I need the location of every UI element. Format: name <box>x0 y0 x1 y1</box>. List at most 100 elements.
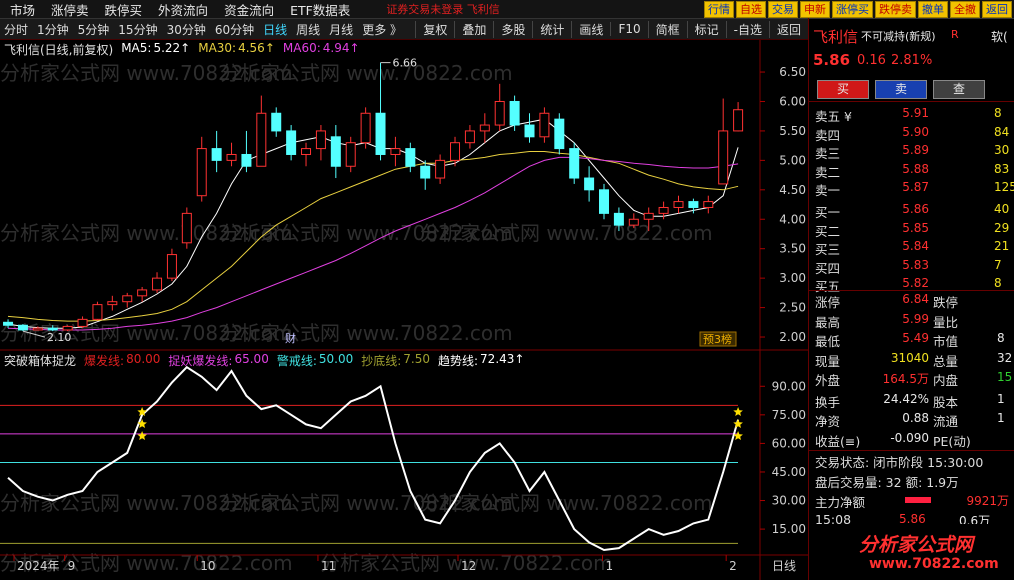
menu-item[interactable]: 资金流向 <box>224 2 275 18</box>
period-tab[interactable]: 更多 》 <box>362 22 403 37</box>
menu-button[interactable]: 跌停卖 <box>875 0 916 18</box>
tool-button[interactable]: 标记 <box>686 20 726 38</box>
book-volume: 8 <box>994 106 1002 120</box>
candle-body <box>211 148 222 161</box>
trade-button[interactable]: 卖 <box>875 80 927 99</box>
menu-button[interactable]: 涨停买 <box>832 0 873 18</box>
stat-label: 净资 <box>815 414 841 429</box>
watermark: 分析家公式网 www.70822.com <box>0 221 293 245</box>
book-label: 买一 <box>815 205 841 220</box>
candle-body <box>256 112 267 167</box>
tool-button[interactable]: 统计 <box>532 20 571 38</box>
menu-button[interactable]: 全撤 <box>950 0 980 18</box>
watermark: 分析家公式网 www.70822.com <box>220 491 513 515</box>
stat-value: 5.49 <box>902 331 929 345</box>
book-price: 5.85 <box>902 220 929 235</box>
stat-value: 0.88 <box>902 411 929 425</box>
stat-label: 外盘 <box>815 373 841 388</box>
menu-item[interactable]: ETF数据表 <box>290 2 351 18</box>
trade-button[interactable]: 查 <box>933 80 985 99</box>
low-pointer <box>22 330 46 338</box>
menu-button[interactable]: 撤单 <box>918 0 948 18</box>
toolbar: 分时 1分钟 5分钟 15分钟 30分钟 60分钟 日线 周线 月线 更多 》复权 叠加 多股 统计 画线… <box>0 19 808 40</box>
level-name: 警戒线: <box>276 354 317 368</box>
stat-value: 31040 <box>890 350 929 365</box>
trend-value: 72.43↑ <box>480 352 525 366</box>
trade-button[interactable]: 买 <box>817 80 869 99</box>
menu-item[interactable]: 外资流向 <box>158 2 209 18</box>
candle-body <box>658 206 669 214</box>
x-tick-label: 9 <box>68 559 76 573</box>
x-tick-label: 12 <box>461 559 476 573</box>
period-tab[interactable]: 1分钟 <box>37 22 69 37</box>
book-price: 5.86 <box>902 202 929 216</box>
tool-button[interactable]: 画线 <box>571 20 610 38</box>
candle-body <box>450 142 461 161</box>
stat-value: 8 <box>997 331 1005 345</box>
stat-value: 1 <box>997 391 1005 406</box>
tool-button[interactable]: 简框 <box>647 20 687 38</box>
menu-item[interactable]: 市场 <box>10 2 36 18</box>
x-tick-label: 2024年 <box>17 559 60 573</box>
candle-body <box>271 112 282 132</box>
book-volume: 83 <box>994 161 1010 176</box>
period-tab[interactable]: 月线 <box>329 22 354 37</box>
ma-line <box>7 156 739 331</box>
tick-price: 5.86 <box>899 512 926 526</box>
tool-button[interactable]: F10 <box>610 22 647 36</box>
ma-line <box>7 151 739 322</box>
y-tick-label: 30.00 <box>772 494 806 508</box>
tool-button[interactable]: 叠加 <box>454 20 493 38</box>
signal-star <box>733 431 743 440</box>
trend-name: 趋势线: <box>438 354 479 368</box>
stat-label: 流通 <box>933 414 959 429</box>
y-tick-label: 3.50 <box>779 242 806 256</box>
candle-body <box>539 112 550 138</box>
candle-body <box>345 142 356 167</box>
period-tab[interactable]: 60分钟 <box>214 22 255 37</box>
candle-body <box>688 201 699 208</box>
stat-label: 内盘 <box>933 373 959 388</box>
book-volume: 7 <box>994 257 1002 272</box>
period-tab[interactable]: 分时 <box>4 22 29 37</box>
book-volume: 30 <box>994 143 1010 158</box>
candle-body <box>733 109 744 132</box>
logo: 分析家公式网 www.70822.com <box>809 524 1014 580</box>
logo-name: 分析家公式网 <box>859 534 974 556</box>
stat-label: 跌停 <box>933 295 959 310</box>
menu-button[interactable]: 行情 <box>704 0 734 18</box>
menu-button[interactable]: 交易 <box>768 0 798 18</box>
candle-body <box>360 112 371 144</box>
period-tab[interactable]: 15分钟 <box>118 22 158 37</box>
tool-button[interactable]: 多股 <box>493 20 532 38</box>
tool-button[interactable]: 复权 <box>415 20 454 38</box>
menu-item[interactable]: 跌停买 <box>104 2 143 18</box>
stat-value: 15 <box>997 370 1013 384</box>
period-tab[interactable]: 周线 <box>296 22 321 37</box>
menu-item[interactable]: 涨停卖 <box>51 2 89 18</box>
candle-body <box>479 124 490 132</box>
candle-body <box>569 148 580 179</box>
tool-button[interactable]: -自选 <box>725 20 769 38</box>
indicator-header: 突破箱体捉龙 爆发线: 80.00 捉妖爆发线: 65.00 警戒线: 50.00 抄底线: 7… <box>4 352 524 369</box>
stat-label: 总量 <box>933 353 959 369</box>
stat-label: 最高 <box>815 314 841 330</box>
ma-name: MA60: <box>282 41 321 55</box>
stat-value: 24.42% <box>883 391 929 406</box>
book-price: 5.87 <box>902 180 929 195</box>
candle-body <box>703 201 714 208</box>
watermark: 分析家公式网 www.70822.com <box>420 491 713 515</box>
tool-button[interactable]: 返回 <box>768 20 808 38</box>
level-value: 50.00 <box>318 352 354 366</box>
menu-button[interactable]: 申新 <box>800 0 830 18</box>
menu-button[interactable]: 返回 <box>982 0 1012 18</box>
menu-button[interactable]: 自选 <box>736 0 766 18</box>
low-label: 2.10 <box>47 331 72 344</box>
period-tab[interactable]: 30分钟 <box>166 22 206 37</box>
stat-label: 市值 <box>933 334 959 349</box>
main-flow-label: 主力净额 <box>815 495 866 510</box>
book-price: 5.82 <box>902 276 929 291</box>
ma-name: MA5: <box>121 41 152 55</box>
period-tab[interactable]: 日线 <box>263 22 288 37</box>
period-tab[interactable]: 5分钟 <box>77 22 110 37</box>
